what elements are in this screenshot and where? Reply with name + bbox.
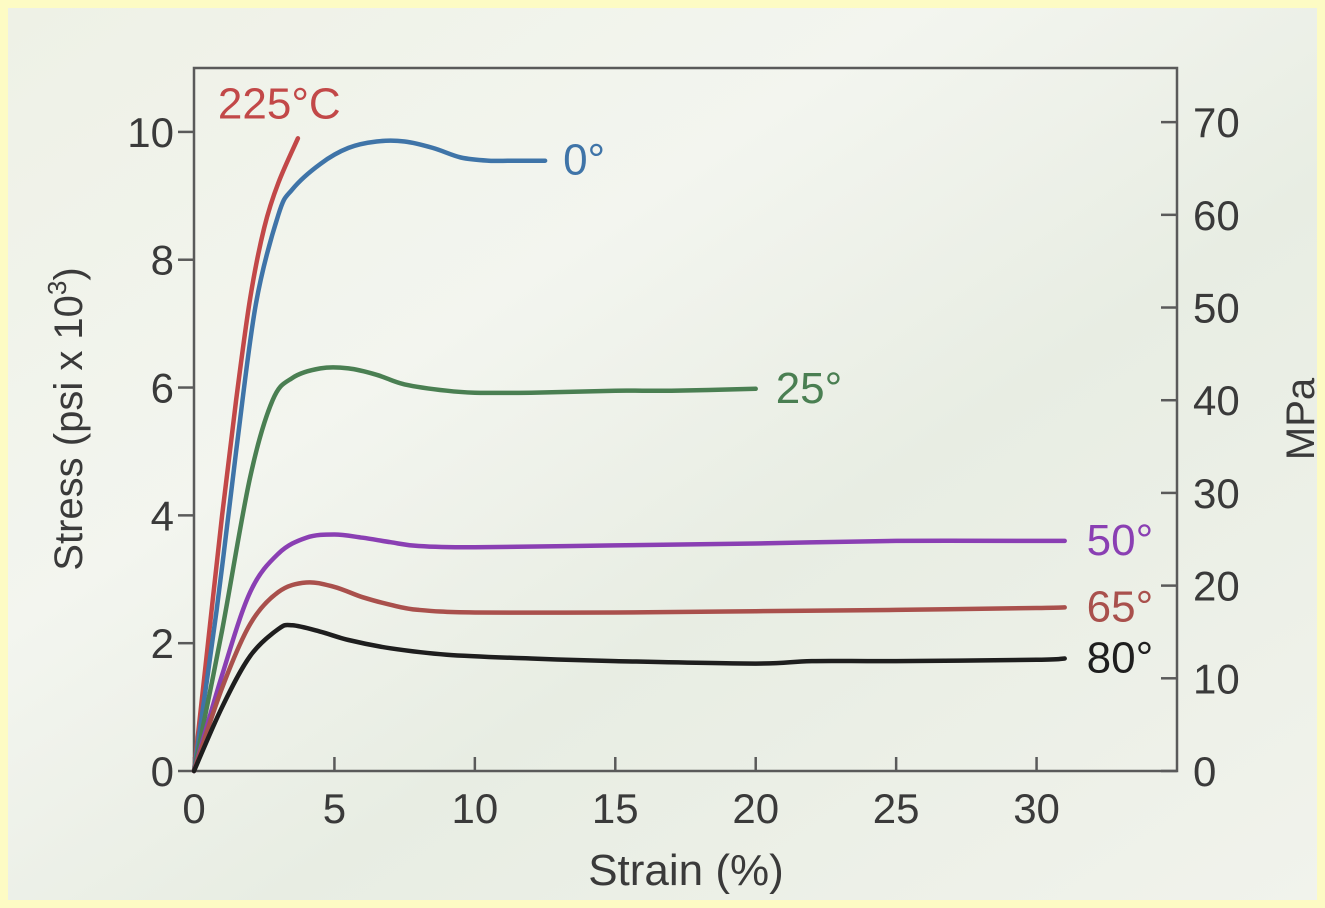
series-label: 225°C [218,79,341,128]
y-axis-ticks: 0 2 4 6 8 10 [127,109,194,795]
y2-tick-label: 0 [1193,748,1216,795]
x-axis-title: Strain (%) [588,846,784,895]
series-label: 25° [776,364,843,413]
y2-tick-label: 70 [1193,99,1240,146]
x-tick-label: 10 [451,785,498,832]
plot-frame [192,66,1179,773]
y2-tick-label: 60 [1193,192,1240,239]
series-label: 50° [1087,516,1154,565]
y2-tick-label: 40 [1193,377,1240,424]
series-label: 0° [563,136,605,185]
y-tick-label: 0 [151,748,174,795]
y-tick-label: 8 [151,237,174,284]
x-tick-label: 5 [323,785,346,832]
series-label: 80° [1087,634,1154,683]
y2-tick-label: 10 [1193,655,1240,702]
y-axis-title: Stress (psi x 103) [42,267,91,570]
x-tick-label: 0 [182,785,205,832]
y2-axis-ticks: 0 10 20 30 40 50 60 70 [1161,99,1240,795]
y-tick-label: 2 [151,620,174,667]
series-lines [191,136,1067,774]
y-tick-label: 6 [151,365,174,412]
y-axis-title-exponent: 3 [42,281,72,295]
series-line [191,580,1067,774]
series-line [191,622,1067,774]
y-axis-title-main: Stress (psi x 10 [47,295,91,571]
x-tick-label: 30 [1013,785,1060,832]
series-line [191,136,301,774]
series-line [191,532,1067,774]
x-axis-ticks: 0 5 10 15 20 25 30 [182,757,1060,832]
chart-background [8,8,1317,900]
series-line [191,365,758,774]
y-axis-title-close: ) [47,267,91,280]
y2-tick-label: 20 [1193,563,1240,610]
y-tick-label: 4 [151,492,174,539]
x-tick-label: 25 [873,785,920,832]
x-tick-label: 20 [732,785,779,832]
y2-tick-label: 30 [1193,470,1240,517]
series-label: 65° [1087,582,1154,631]
y2-axis-title: MPa [1279,377,1323,460]
y2-tick-label: 50 [1193,285,1240,332]
x-tick-label: 15 [592,785,639,832]
series-line [191,138,548,774]
y-tick-label: 10 [127,109,174,156]
series-labels: 225°C 0° 25° 50° 65°80° [218,79,1153,682]
